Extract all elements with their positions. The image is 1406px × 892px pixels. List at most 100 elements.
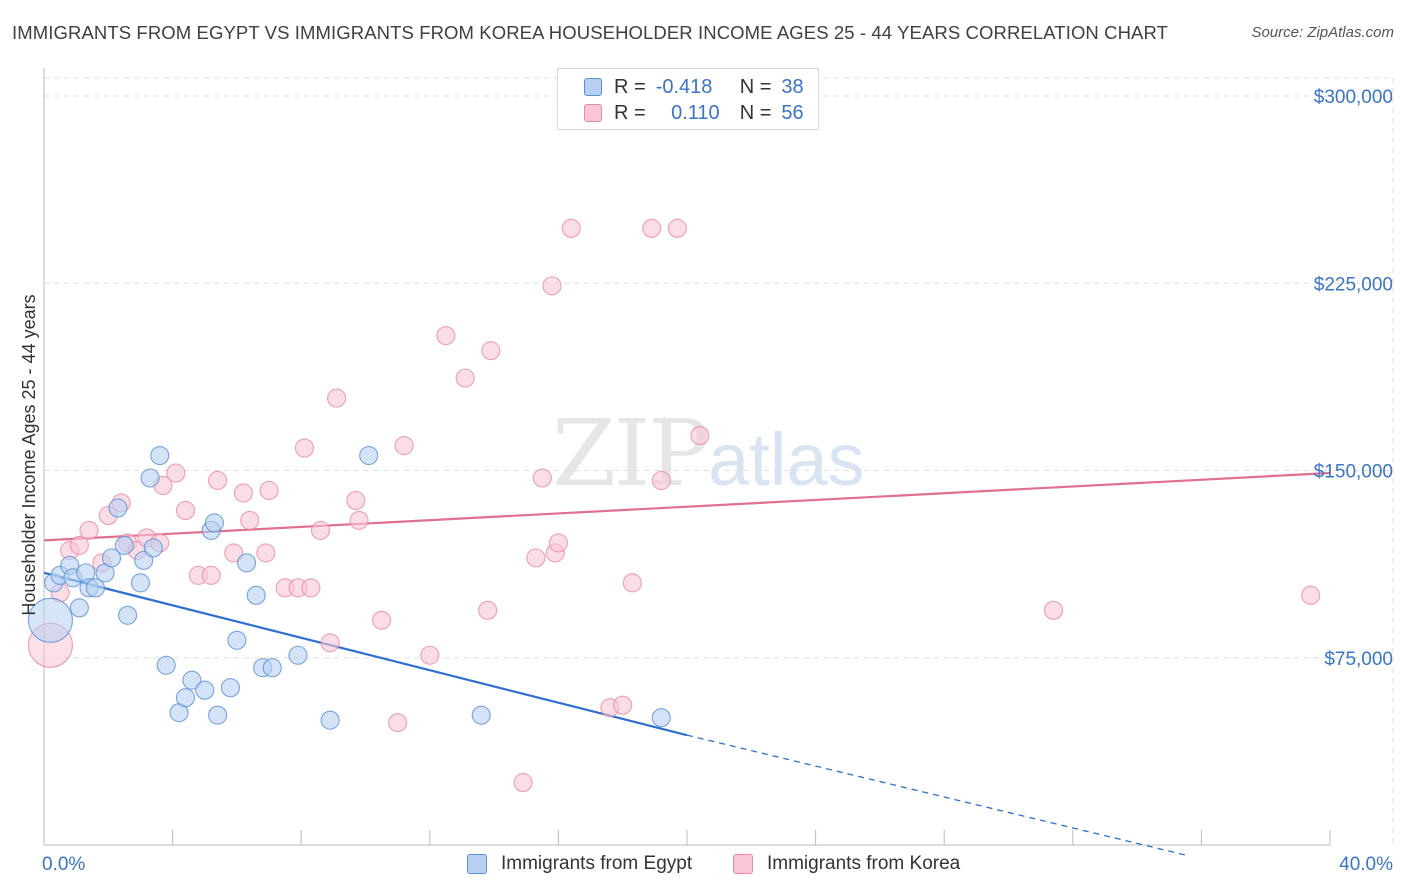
egypt-swatch [584, 78, 602, 96]
korea-point [513, 773, 533, 793]
egypt-point [651, 708, 671, 728]
egypt-point [85, 578, 105, 598]
y-axis-label: Householder Income Ages 25 - 44 years [19, 294, 39, 615]
korea-swatch [584, 104, 602, 122]
korea-point [310, 520, 331, 540]
korea-point [320, 633, 340, 653]
axis-labels: $75,000 $150,000 $225,000 $300,000 0.0% 40.0%… [19, 87, 1393, 875]
egypt-point [182, 670, 202, 690]
bottom-egypt-label: Immigrants from Egypt [501, 853, 693, 874]
data-points [27, 218, 1321, 793]
korea-point [372, 610, 392, 630]
korea-point [1043, 600, 1064, 620]
egypt-point [130, 573, 150, 593]
korea-point [233, 483, 253, 503]
watermark-zip: ZIP [552, 400, 710, 507]
egypt-point [175, 688, 196, 708]
egypt-point [246, 585, 266, 605]
korea-point [622, 573, 642, 593]
y-tick-label: $300,000 [1314, 87, 1393, 108]
korea-n-label: N = [739, 101, 772, 124]
source-label: Source: ZipAtlas.com [1251, 24, 1394, 41]
egypt-point [195, 680, 215, 700]
korea-point [394, 435, 414, 456]
egypt-trend-line [43, 571, 688, 737]
korea-point [690, 425, 710, 446]
korea-point [224, 543, 244, 563]
chart-title: IMMIGRANTS FROM EGYPT VS IMMIGRANTS FROM… [12, 22, 1169, 43]
korea-point [1301, 585, 1321, 605]
egypt-point [140, 468, 160, 488]
correlation-legend: R = -0.418 N = 38 R = 0.110 N = 56 [557, 68, 819, 130]
korea-point [208, 470, 228, 491]
egypt-n-value: 38 [781, 75, 804, 98]
egypt-point [143, 538, 163, 558]
korea-point [259, 480, 279, 501]
korea-point [166, 463, 186, 483]
x-tick-label-max: 40.0% [1339, 854, 1393, 875]
korea-point [542, 276, 562, 296]
egypt-point [69, 598, 89, 618]
korea-trend-line [43, 471, 1331, 542]
korea-point [327, 388, 347, 408]
egypt-point [471, 705, 491, 725]
egypt-point [288, 645, 308, 665]
egypt-point [150, 445, 170, 466]
bottom-korea-label: Immigrants from Korea [767, 853, 961, 874]
legend-row-korea: R = 0.110 N = 56 [584, 101, 804, 125]
korea-point [79, 520, 99, 540]
egypt-point [227, 630, 247, 650]
egypt-point [156, 655, 176, 675]
egypt-point [101, 548, 122, 568]
korea-point [69, 535, 89, 555]
korea-point [346, 490, 366, 511]
grid-lines [44, 77, 1394, 845]
korea-point [481, 341, 501, 361]
korea-point [613, 695, 633, 715]
korea-r-label: R = [614, 101, 646, 124]
bottom-legend-korea: Immigrants from Korea [733, 852, 960, 876]
bottom-egypt-swatch [467, 854, 487, 874]
egypt-point [359, 445, 379, 466]
egypt-point [118, 605, 138, 625]
korea-point [548, 533, 568, 553]
korea-point [301, 578, 321, 598]
egypt-point [108, 498, 128, 518]
egypt-point [220, 678, 241, 698]
korea-point [478, 600, 498, 620]
korea-point [349, 510, 369, 530]
watermark-atlas: atlas [708, 418, 865, 501]
egypt-point [114, 535, 134, 555]
watermark: ZIPatlas [552, 400, 864, 507]
korea-point [667, 218, 687, 238]
korea-point [532, 468, 552, 488]
korea-r-value: 0.110 [671, 101, 720, 124]
egypt-point [208, 705, 228, 725]
korea-point [175, 500, 196, 520]
korea-n-value: 56 [781, 101, 804, 124]
axes [43, 68, 1331, 846]
trend-lines [43, 471, 1331, 856]
egypt-point [236, 553, 257, 573]
korea-point [436, 326, 456, 346]
korea-point [526, 548, 546, 568]
korea-point [388, 713, 408, 733]
egypt-n-label: N = [739, 75, 772, 98]
egypt-trend-extension [686, 734, 1186, 856]
x-tick-label-min: 0.0% [42, 854, 85, 875]
korea-point [455, 368, 475, 388]
korea-point [642, 218, 662, 238]
egypt-r-value: -0.418 [655, 75, 713, 98]
korea-point [561, 218, 581, 238]
egypt-point [262, 658, 282, 678]
korea-point [420, 645, 440, 665]
y-tick-label: $150,000 [1314, 462, 1393, 483]
egypt-point [27, 597, 73, 643]
bottom-legend-egypt: Immigrants from Egypt [467, 852, 692, 876]
legend-row-egypt: R = -0.418 N = 38 [584, 75, 804, 99]
bottom-korea-swatch [733, 854, 753, 874]
korea-point [256, 543, 276, 563]
korea-point [201, 565, 221, 585]
egypt-point [320, 710, 340, 730]
